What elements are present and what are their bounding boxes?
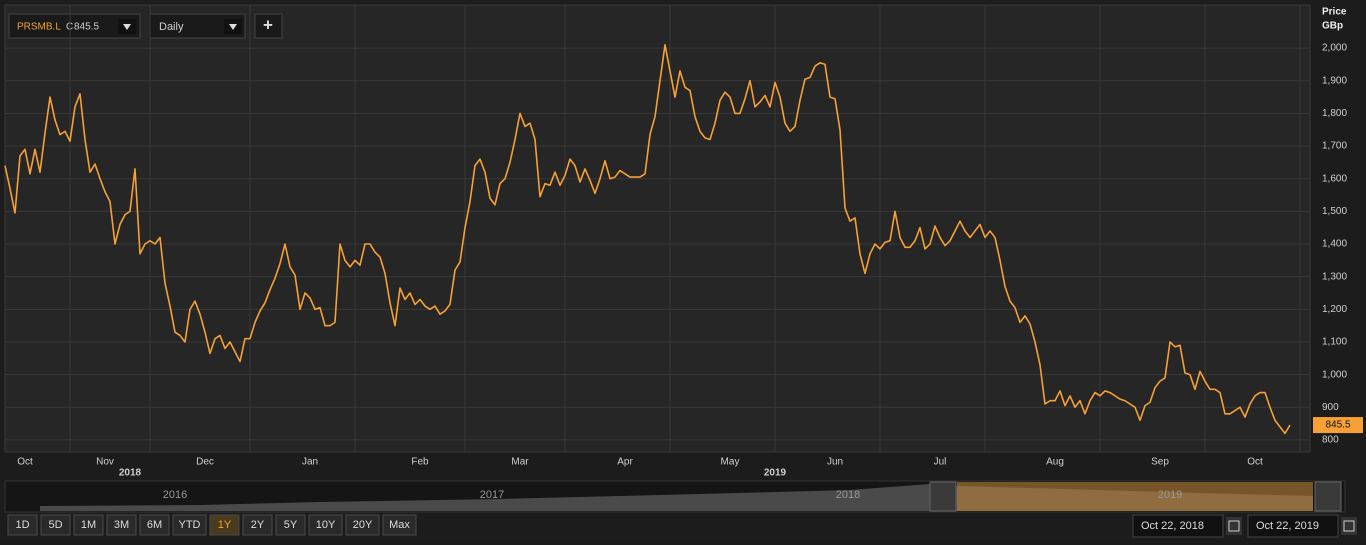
x-tick-label: Feb bbox=[411, 457, 429, 468]
date-to-box[interactable] bbox=[1247, 514, 1339, 538]
range-button[interactable] bbox=[382, 514, 417, 536]
navigator-handle[interactable] bbox=[1314, 481, 1342, 512]
y-tick-label: 1,100 bbox=[1322, 337, 1347, 348]
x-tick-label: Jul bbox=[934, 457, 947, 468]
range-label: YTD bbox=[179, 519, 201, 531]
last-price-tag bbox=[1313, 417, 1363, 434]
x-tick-label: Dec bbox=[196, 457, 214, 468]
range-button[interactable] bbox=[209, 514, 240, 536]
range-button[interactable] bbox=[275, 514, 306, 536]
x-tick-label: Jan bbox=[302, 457, 318, 468]
date-from: Oct 22, 2018 bbox=[1141, 520, 1204, 532]
y-tick-label: 1,700 bbox=[1322, 141, 1347, 152]
range-label: 5D bbox=[48, 519, 62, 531]
year-label: 2018 bbox=[119, 468, 142, 479]
y-tick-label: 1,300 bbox=[1322, 271, 1347, 282]
price-line bbox=[4, 44, 1291, 435]
x-tick-label: Oct bbox=[1247, 457, 1263, 468]
axis-unit: GBp bbox=[1322, 21, 1343, 32]
x-tick-label: May bbox=[721, 457, 740, 468]
range-label: 3M bbox=[114, 519, 129, 531]
range-button[interactable] bbox=[242, 514, 273, 536]
range-button[interactable] bbox=[73, 514, 104, 536]
range-button[interactable] bbox=[139, 514, 170, 536]
navigator-handle[interactable] bbox=[929, 481, 957, 512]
y-tick-label: 1,800 bbox=[1322, 108, 1347, 119]
range-label: 1D bbox=[15, 519, 29, 531]
y-tick-label: 800 bbox=[1322, 435, 1339, 446]
range-label: 1Y bbox=[218, 519, 232, 531]
x-tick-label: Nov bbox=[96, 457, 114, 468]
close-price: 845.5 bbox=[74, 22, 99, 33]
x-tick-label: Apr bbox=[617, 457, 633, 468]
plot-area bbox=[4, 4, 1311, 453]
add-label: + bbox=[263, 15, 273, 34]
y-tick-label: 1,400 bbox=[1322, 239, 1347, 250]
y-tick-label: 1,200 bbox=[1322, 304, 1347, 315]
symbol: PRSMB.L bbox=[17, 22, 61, 33]
y-tick-label: 1,500 bbox=[1322, 206, 1347, 217]
navigator-year: 2019 bbox=[1158, 489, 1182, 501]
y-tick-label: 1,000 bbox=[1322, 369, 1347, 380]
range-button[interactable] bbox=[345, 514, 380, 536]
range-label: 6M bbox=[147, 519, 162, 531]
navigator-year: 2018 bbox=[836, 489, 860, 501]
dropdown-arrow bbox=[229, 24, 237, 30]
range-label: 1M bbox=[81, 519, 96, 531]
interval: Daily bbox=[159, 21, 184, 33]
calendar-button[interactable] bbox=[1226, 517, 1242, 535]
add-button[interactable] bbox=[254, 13, 283, 39]
range-label: 2Y bbox=[251, 519, 265, 531]
x-tick-label: Mar bbox=[511, 457, 529, 468]
range-button[interactable] bbox=[308, 514, 343, 536]
calendar-icon bbox=[1343, 520, 1355, 532]
range-label: 10Y bbox=[316, 519, 336, 531]
navigator-year: 2017 bbox=[480, 489, 504, 501]
range-label: Max bbox=[389, 519, 410, 531]
dropdown-arrow bbox=[123, 24, 131, 30]
range-button[interactable] bbox=[172, 514, 207, 536]
range-button[interactable] bbox=[40, 514, 71, 536]
y-tick-label: 900 bbox=[1322, 402, 1339, 413]
y-tick-label: 1,900 bbox=[1322, 75, 1347, 86]
range-label: 5Y bbox=[284, 519, 298, 531]
x-tick-label: Aug bbox=[1046, 457, 1064, 468]
navigator-year: 2016 bbox=[163, 489, 187, 501]
range-button[interactable] bbox=[106, 514, 137, 536]
last-price-label: 845.5 bbox=[1325, 420, 1350, 431]
x-tick-label: Sep bbox=[1151, 457, 1169, 468]
navigator-selection[interactable] bbox=[957, 482, 1313, 511]
range-label: 20Y bbox=[353, 519, 373, 531]
y-tick-label: 2,000 bbox=[1322, 43, 1347, 54]
calendar-icon bbox=[1228, 520, 1240, 532]
range-button[interactable] bbox=[7, 514, 38, 536]
x-tick-label: Jun bbox=[827, 457, 843, 468]
y-tick-label: 1,600 bbox=[1322, 173, 1347, 184]
date-from-box[interactable] bbox=[1132, 514, 1224, 538]
calendar-button[interactable] bbox=[1341, 517, 1357, 535]
date-to: Oct 22, 2019 bbox=[1256, 520, 1319, 532]
axis-unit: Price bbox=[1322, 7, 1347, 18]
x-tick-label: Oct bbox=[17, 457, 33, 468]
year-label: 2019 bbox=[764, 468, 787, 479]
